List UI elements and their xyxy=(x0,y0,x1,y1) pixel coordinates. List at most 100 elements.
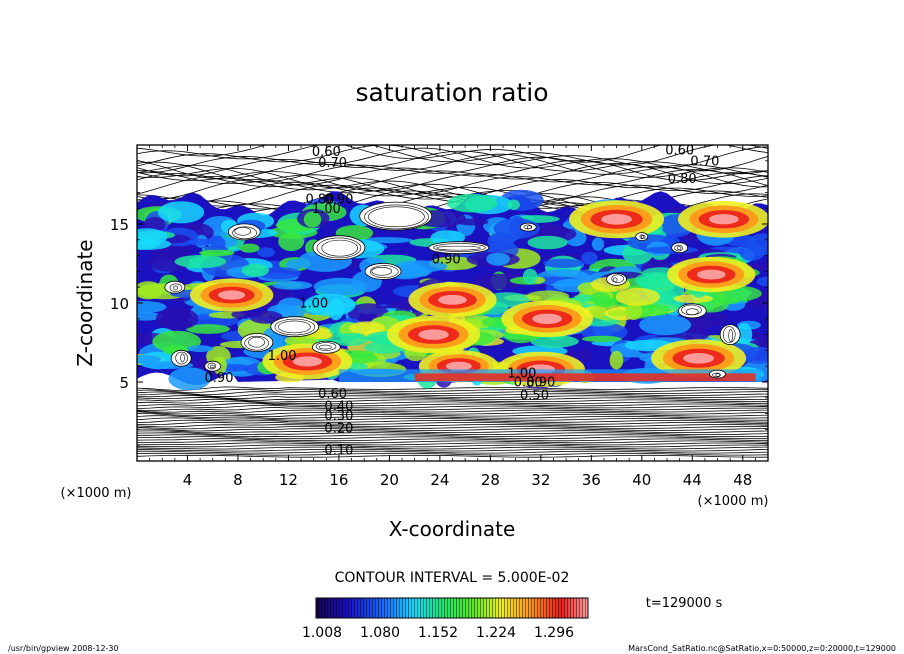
contour-label: 0.80 xyxy=(514,376,543,391)
fill-blob xyxy=(579,348,592,362)
contour-line xyxy=(137,426,768,430)
pocket-contour xyxy=(232,226,257,240)
pocket-contour xyxy=(639,234,645,240)
fill-blob xyxy=(609,350,624,370)
contour-line xyxy=(137,169,768,195)
contour-label: 1.00 xyxy=(312,202,341,217)
x-tick-label: 48 xyxy=(733,471,752,489)
colorbar-tick-label: 1.008 xyxy=(302,625,342,641)
contour-label: 0.90 xyxy=(324,193,353,208)
unsaturated-pocket xyxy=(519,222,537,232)
contour-label: 0.10 xyxy=(324,444,353,459)
unsaturated-pocket xyxy=(311,340,341,354)
x-axis-ticks: 4 8 12 16 20 24 28 32 36 40 44 48 xyxy=(149,145,756,489)
unsaturated-pocket xyxy=(204,360,222,372)
colorbar-tick-label: 1.224 xyxy=(476,625,516,641)
contour-line xyxy=(137,396,768,401)
fill-blob xyxy=(593,297,616,308)
pocket-contour xyxy=(175,351,188,365)
pocket-contour xyxy=(316,237,362,259)
fill-blob xyxy=(486,252,510,266)
unsaturated-pocket xyxy=(677,303,707,319)
high-core-peak xyxy=(601,213,632,225)
colorbar-tick-label: 1.296 xyxy=(534,625,574,641)
contour-line xyxy=(137,153,768,180)
contour-line xyxy=(137,442,768,446)
y-axis-label: Z-coordinate xyxy=(73,239,97,366)
fill-blob xyxy=(736,323,753,346)
contour-label: 1.00 xyxy=(299,297,328,312)
high-core-peak xyxy=(445,361,472,371)
fill-blob xyxy=(286,259,303,271)
fill-blob xyxy=(137,301,167,313)
pocket-contour xyxy=(321,239,359,257)
fill-blob xyxy=(581,335,623,342)
contour-label: 0.70 xyxy=(690,155,719,170)
fill-blob xyxy=(210,236,226,254)
bottom-shelf-core xyxy=(414,373,756,382)
pocket-contour xyxy=(715,373,721,377)
unsaturated-pocket xyxy=(709,369,726,379)
fill-blob xyxy=(648,304,670,316)
fill-blob xyxy=(430,230,466,246)
pocket-contour xyxy=(611,274,624,283)
time-label: t=129000 s xyxy=(646,596,723,611)
contour-line xyxy=(137,388,768,393)
fill-blob xyxy=(530,335,579,348)
contour-line xyxy=(137,417,768,421)
chart-title: saturation ratio xyxy=(355,78,548,107)
contour-line xyxy=(137,432,768,436)
contour-line xyxy=(137,172,768,198)
contour-line xyxy=(137,413,768,418)
contour-line xyxy=(137,428,768,432)
high-core-peak xyxy=(218,290,246,300)
contour-line xyxy=(137,393,768,398)
colorbar xyxy=(315,597,589,619)
contour-line xyxy=(137,391,768,396)
colorbar-bands xyxy=(316,598,588,618)
x-tick-label: 24 xyxy=(430,471,449,489)
y-axis-ticks: 5 10 15 xyxy=(110,160,768,446)
x-tick-label: 16 xyxy=(329,471,348,489)
fill-blob xyxy=(527,235,568,250)
fill-blob xyxy=(447,193,498,213)
contour-line xyxy=(137,409,768,413)
fill-blob xyxy=(475,273,521,290)
contour-label: 0.80 xyxy=(306,193,335,208)
fill-blob xyxy=(257,247,275,258)
pocket-contour xyxy=(169,283,183,293)
pocket-contour xyxy=(315,342,337,351)
contour-line xyxy=(137,181,768,207)
fill-blob xyxy=(157,201,205,224)
unsaturated-pocket xyxy=(164,280,186,294)
contour-line xyxy=(137,394,768,400)
fill-blob xyxy=(199,249,235,257)
pocket-contour xyxy=(278,320,311,334)
fill-blob xyxy=(625,302,643,321)
pocket-contour xyxy=(371,266,393,276)
fill-blob xyxy=(608,310,629,317)
fill-blob xyxy=(168,367,211,391)
contour-label: 0.80 xyxy=(668,172,697,187)
contour-line xyxy=(137,159,768,186)
plot-area: 0.600.700.800.901.000.600.700.800.901.00… xyxy=(137,145,768,459)
contour-line xyxy=(137,446,768,450)
high-core-peak xyxy=(292,356,322,367)
contour-line xyxy=(137,402,768,407)
contour-line xyxy=(137,436,768,440)
fill-blob xyxy=(278,231,305,252)
colorbar-tick-label: 1.080 xyxy=(360,625,400,641)
pocket-contour xyxy=(180,353,185,363)
contour-line xyxy=(137,145,768,163)
x-tick-label: 40 xyxy=(632,471,651,489)
contour-interval-label: CONTOUR INTERVAL = 5.000E-02 xyxy=(335,570,570,586)
contour-line xyxy=(137,404,768,409)
high-core-peak xyxy=(696,269,726,280)
colorbar-tick-label: 1.152 xyxy=(418,625,458,641)
fill-blob xyxy=(684,329,709,341)
pocket-contour xyxy=(685,308,699,316)
contour-label: 0.50 xyxy=(520,388,549,403)
contour-line xyxy=(137,406,768,411)
contour-line xyxy=(137,415,768,420)
fill-blob xyxy=(639,314,691,336)
